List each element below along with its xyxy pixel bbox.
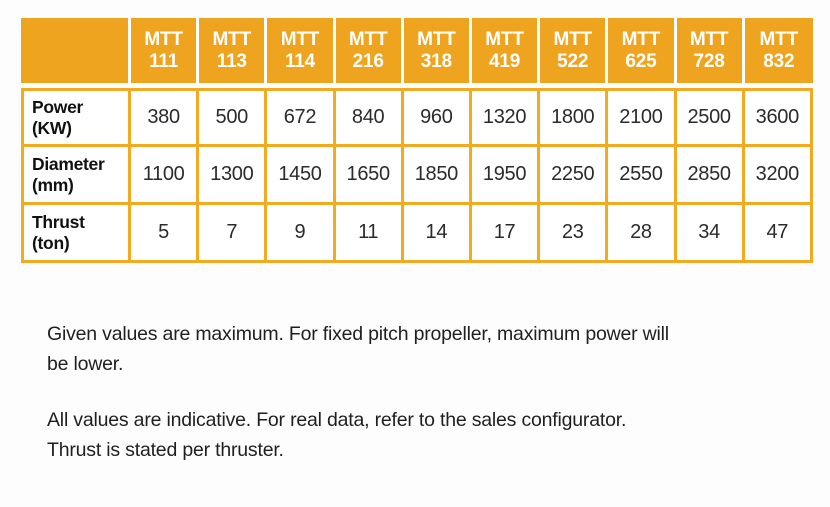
table-cell: 34: [676, 205, 745, 263]
table-cell: 672: [267, 88, 336, 147]
row-label-diameter: Diameter (mm): [21, 147, 131, 205]
table-cell: 5: [131, 205, 200, 263]
table-cell: 2550: [608, 147, 677, 205]
table-cell: 2850: [676, 147, 745, 205]
table-cell: 380: [131, 88, 200, 147]
column-header-model: 216: [352, 50, 384, 72]
row-label-unit: (mm): [32, 174, 74, 195]
table-cell: 1650: [335, 147, 404, 205]
thruster-spec-table: MTT 111 MTT 113 MTT 114 MTT 216 MTT 318 …: [21, 18, 813, 263]
note-line: All values are indicative. For real data…: [47, 409, 627, 431]
column-header-series: MTT: [621, 28, 661, 50]
table-cell: 17: [471, 205, 541, 263]
row-label-text: Diameter: [32, 153, 105, 174]
column-header-series: MTT: [689, 28, 729, 50]
row-label-unit: (KW): [32, 117, 72, 138]
note-indicative-values: All values are indicative. For real data…: [47, 405, 626, 465]
column-header-series: MTT: [144, 28, 183, 50]
table-cell: 960: [403, 88, 472, 147]
table-cell: 7: [199, 205, 268, 263]
table-cell: 1850: [403, 147, 472, 205]
table-cell: 2500: [676, 88, 745, 147]
column-header-model: 318: [420, 50, 452, 72]
row-label-unit: (ton): [32, 232, 70, 253]
table-cell: 11: [335, 205, 404, 263]
column-header-series: MTT: [212, 28, 252, 50]
column-header-series: MTT: [280, 28, 320, 50]
column-header-mtt-832: MTT 832: [744, 18, 813, 88]
note-line: Given values are maximum. For fixed pitc…: [47, 323, 669, 345]
column-header-mtt-728: MTT 728: [676, 18, 745, 88]
note-maximum-values: Given values are maximum. For fixed pitc…: [47, 319, 669, 379]
column-header-series: MTT: [348, 28, 388, 50]
table-cell: 1800: [540, 88, 609, 147]
column-header-mtt-216: MTT 216: [335, 18, 404, 88]
table-cell: 840: [335, 88, 404, 147]
table-cell: 9: [267, 205, 336, 263]
row-label-text: Power: [32, 96, 84, 117]
column-header-model: 625: [625, 50, 657, 72]
table-cell: 1320: [471, 88, 541, 147]
row-label-power: Power (KW): [21, 88, 131, 147]
column-header-mtt-114: MTT 114: [267, 18, 336, 88]
table-cell: 1450: [267, 147, 336, 205]
table-corner-cell: [21, 18, 131, 88]
column-header-model: 111: [149, 50, 179, 72]
table-cell: 47: [744, 205, 813, 263]
note-line: Thrust is stated per thruster.: [47, 439, 284, 461]
row-label-thrust: Thrust (ton): [21, 205, 131, 263]
table-cell: 2250: [540, 147, 609, 205]
column-header-model: 419: [488, 50, 521, 72]
column-header-model: 522: [557, 50, 589, 72]
column-header-model: 832: [763, 50, 795, 72]
column-header-mtt-111: MTT 111: [131, 18, 200, 88]
table-cell: 2100: [608, 88, 677, 147]
column-header-model: 113: [216, 50, 247, 72]
column-header-mtt-318: MTT 318: [403, 18, 472, 88]
column-header-model: 114: [284, 50, 315, 72]
table-cell: 1300: [199, 147, 268, 205]
column-header-mtt-419: MTT 419: [471, 18, 541, 88]
row-label-text: Thrust: [32, 211, 85, 232]
table-cell: 1950: [471, 147, 541, 205]
column-header-mtt-625: MTT 625: [608, 18, 677, 88]
table-cell: 3200: [744, 147, 813, 205]
table-cell: 23: [540, 205, 609, 263]
table-cell: 28: [608, 205, 677, 263]
note-line: be lower.: [47, 353, 124, 375]
table-cell: 3600: [744, 88, 813, 147]
table-cell: 1100: [131, 147, 200, 205]
column-header-mtt-522: MTT 522: [540, 18, 609, 88]
column-header-series: MTT: [485, 28, 524, 50]
column-header-series: MTT: [417, 28, 456, 50]
column-header-model: 728: [693, 50, 725, 72]
column-header-mtt-113: MTT 113: [199, 18, 268, 88]
table-cell: 500: [199, 88, 268, 147]
column-header-series: MTT: [759, 28, 799, 50]
column-header-series: MTT: [553, 28, 592, 50]
table-cell: 14: [403, 205, 472, 263]
